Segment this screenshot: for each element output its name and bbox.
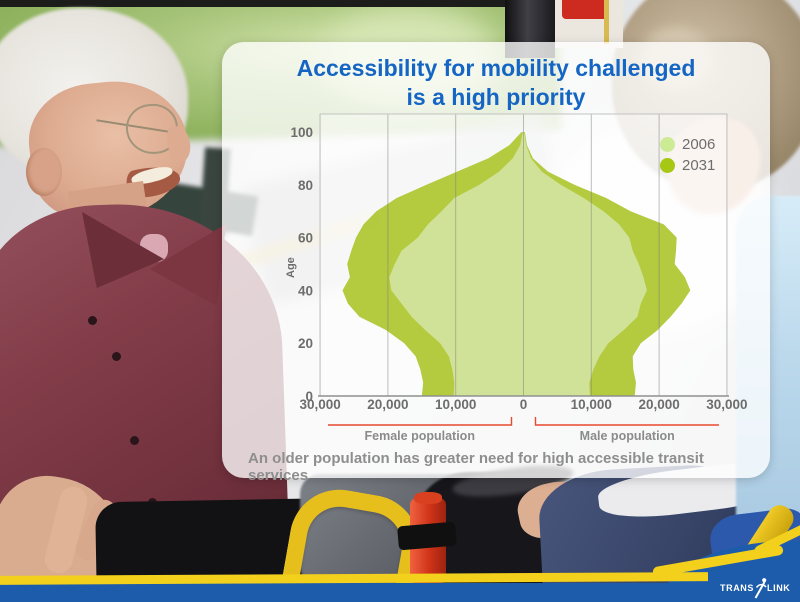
photo-yellow-trim <box>604 0 609 44</box>
legend-swatch-2031-icon <box>660 158 675 173</box>
female-bracket <box>328 417 513 426</box>
female-2006-area <box>389 132 524 396</box>
photo-pole-clamp <box>397 521 457 551</box>
legend-swatch-2006-icon <box>660 137 675 152</box>
legend-label-2031: 2031 <box>682 157 716 174</box>
chart-legend: 2006 2031 <box>660 136 715 174</box>
legend-item-2006: 2006 <box>660 136 715 153</box>
logo-text-trans: TRANS <box>720 583 754 593</box>
y-axis-tick-label: 40 <box>298 283 313 298</box>
photo-man-ear <box>26 148 62 196</box>
male-2006-area <box>523 132 647 396</box>
female-population-label: Female population <box>365 429 475 443</box>
translink-logo: TRANS LINK <box>720 569 798 599</box>
footer-blue-bar <box>0 583 800 602</box>
male-bracket <box>534 417 719 426</box>
photo-window-frame-top <box>0 0 548 7</box>
content-panel: Accessibility for mobility challenged is… <box>222 42 770 484</box>
y-axis-tick-label: 80 <box>298 178 313 193</box>
pyramid-chart-svg: 0 20 40 60 80 100 Age 30,000 20,000 10,000 0 10,000… <box>285 113 748 443</box>
logo-figure-icon <box>754 578 767 599</box>
photo-shirt-button <box>112 352 121 361</box>
x-axis-tick-label: 30,000 <box>706 397 747 412</box>
logo-text-link: LINK <box>767 583 791 593</box>
x-axis-tick-label: 10,000 <box>435 397 476 412</box>
y-axis-title: Age <box>285 257 297 278</box>
x-axis-tick-label: 20,000 <box>367 397 408 412</box>
y-axis-tick-label: 60 <box>298 231 313 246</box>
y-axis-tick-label: 100 <box>290 125 313 140</box>
y-axis-tick-label: 20 <box>298 336 313 351</box>
slide-title: Accessibility for mobility challenged is… <box>296 55 696 110</box>
population-pyramid-chart: 0 20 40 60 80 100 Age 30,000 20,000 10,000 0 10,000… <box>282 108 752 456</box>
x-axis-tick-label: 30,000 <box>299 397 340 412</box>
legend-label-2006: 2006 <box>682 136 716 153</box>
photo-red-sticker <box>562 0 608 19</box>
x-axis-tick-label: 20,000 <box>638 397 679 412</box>
x-axis-tick-label: 0 <box>520 397 528 412</box>
photo-red-pole-cap <box>414 492 442 504</box>
photo-shirt-button <box>88 316 97 325</box>
y-axis-tick-label: 0 <box>305 389 313 404</box>
slide-caption: An older population has greater need for… <box>248 450 704 484</box>
male-population-label: Male population <box>580 429 675 443</box>
photo-shirt-button <box>130 436 139 445</box>
x-axis-tick-label: 10,000 <box>571 397 612 412</box>
legend-item-2031: 2031 <box>660 157 715 174</box>
